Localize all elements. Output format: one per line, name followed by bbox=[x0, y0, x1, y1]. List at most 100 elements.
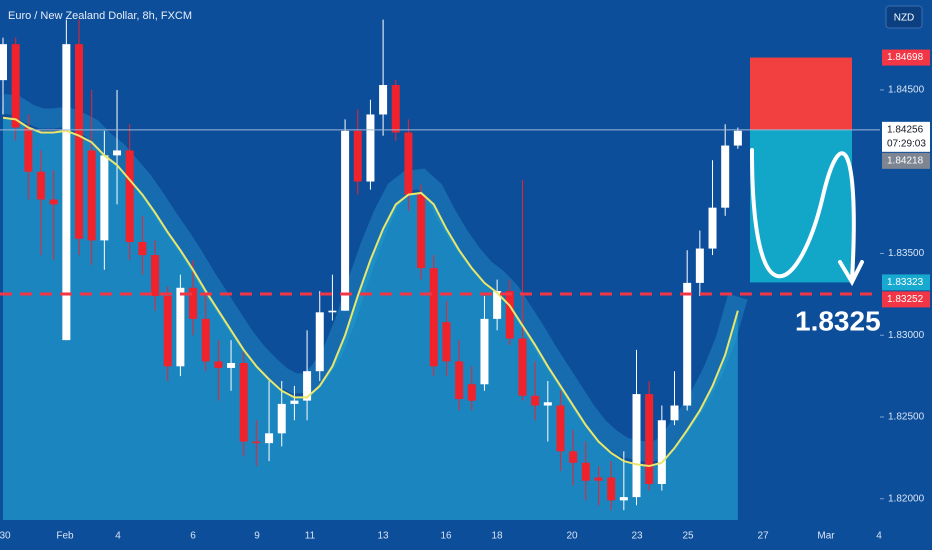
chart-title: Euro / New Zealand Dollar, 8h, FXCM bbox=[8, 10, 192, 22]
candle-body bbox=[163, 295, 172, 367]
candle-body bbox=[721, 145, 730, 208]
x-tick-label: 11 bbox=[305, 531, 316, 542]
candle-body bbox=[113, 150, 122, 156]
stop-box bbox=[750, 57, 852, 130]
candle-body bbox=[442, 322, 451, 362]
ma-area bbox=[3, 117, 738, 521]
y-tick-label: 1.84500 bbox=[888, 85, 925, 96]
candle-body bbox=[632, 394, 641, 498]
candle-body bbox=[341, 130, 350, 311]
y-tick-label: 1.83000 bbox=[888, 330, 925, 341]
candle-body bbox=[708, 207, 717, 249]
candle-body bbox=[569, 451, 578, 463]
candle-body bbox=[201, 318, 210, 362]
price-label-box bbox=[882, 291, 930, 308]
candle-body bbox=[467, 384, 476, 401]
candle-body bbox=[62, 44, 71, 341]
annotation: 1.8325 bbox=[795, 305, 881, 336]
x-tick-label: 23 bbox=[631, 531, 643, 542]
candle-body bbox=[619, 497, 628, 501]
price-label: 1.83323 bbox=[887, 277, 924, 288]
candle-body bbox=[49, 199, 58, 205]
candle-body bbox=[125, 150, 134, 243]
x-tick-label: 6 bbox=[190, 531, 196, 542]
candle-body bbox=[455, 361, 464, 399]
price-label-box bbox=[882, 152, 930, 169]
y-tick-label: 1.82500 bbox=[888, 412, 925, 423]
y-tick-label: 1.82000 bbox=[888, 493, 925, 504]
x-tick-label: Feb bbox=[56, 531, 74, 542]
arrow bbox=[750, 148, 864, 287]
candle-body bbox=[379, 85, 388, 115]
x-tick-label: 30 bbox=[0, 531, 11, 542]
price-label: 1.83252 bbox=[887, 294, 924, 305]
candle-body bbox=[366, 114, 375, 182]
candle-body bbox=[151, 255, 160, 296]
candle-body bbox=[683, 282, 692, 406]
plot-area bbox=[0, 19, 880, 521]
currency-button[interactable] bbox=[885, 5, 923, 29]
candle-body bbox=[417, 194, 426, 269]
x-tick-label: 18 bbox=[491, 531, 503, 542]
candle-body bbox=[315, 312, 324, 372]
candle-body bbox=[404, 132, 413, 195]
candle-body bbox=[176, 287, 185, 367]
candle-body bbox=[670, 405, 679, 421]
y-tick-label: 1.83500 bbox=[888, 248, 925, 259]
price-label: 1.84698 bbox=[887, 52, 924, 63]
price-label: 1.84256 bbox=[887, 124, 924, 135]
candle-body bbox=[11, 44, 20, 128]
candle-body bbox=[429, 268, 438, 367]
price-label-box bbox=[882, 274, 930, 291]
candle-body bbox=[543, 402, 552, 406]
x-tick-label: 4 bbox=[876, 531, 882, 542]
candle-body bbox=[733, 130, 742, 146]
candle-body bbox=[37, 171, 46, 200]
candle-body bbox=[480, 318, 489, 385]
x-tick-label: 25 bbox=[682, 531, 694, 542]
candle-body bbox=[239, 363, 248, 442]
price-label-box bbox=[882, 121, 930, 152]
candle-body bbox=[277, 403, 286, 434]
candle-body bbox=[518, 338, 527, 396]
candle-body bbox=[24, 127, 33, 172]
candle-body bbox=[87, 150, 96, 241]
x-tick-label: 9 bbox=[254, 531, 260, 542]
x-tick-label: 27 bbox=[757, 531, 769, 542]
candle-body bbox=[695, 248, 704, 283]
candle-body bbox=[645, 394, 654, 485]
candle-body bbox=[531, 395, 540, 406]
candle-body bbox=[493, 291, 502, 319]
candle-body bbox=[581, 462, 590, 481]
candle-body bbox=[303, 371, 312, 401]
candle-body bbox=[657, 420, 666, 485]
price-label: 1.84218 bbox=[887, 155, 924, 166]
candle-body bbox=[252, 441, 261, 444]
candle-body bbox=[265, 433, 274, 444]
candle-body bbox=[214, 361, 223, 368]
candle-body bbox=[138, 242, 147, 256]
currency-label[interactable]: NZD bbox=[894, 13, 915, 24]
candle-body bbox=[75, 44, 84, 239]
x-tick-label: 4 bbox=[115, 531, 121, 542]
ma-band bbox=[1, 93, 748, 463]
candle-body bbox=[505, 291, 514, 339]
candle-body bbox=[100, 155, 109, 241]
ma-line bbox=[2, 116, 739, 468]
price-label-box bbox=[882, 49, 930, 66]
x-tick-label: 13 bbox=[377, 531, 389, 542]
candle-body bbox=[607, 477, 616, 501]
candle-body bbox=[189, 287, 198, 319]
candle-body bbox=[594, 477, 603, 481]
candle-body bbox=[227, 363, 236, 368]
candle-body bbox=[353, 130, 362, 182]
countdown: 07:29:03 bbox=[887, 138, 926, 149]
candle-body bbox=[328, 310, 337, 313]
x-tick-label: Mar bbox=[817, 531, 835, 542]
candle-body bbox=[290, 400, 299, 404]
candle-body bbox=[391, 85, 400, 133]
x-tick-label: 16 bbox=[440, 531, 452, 542]
candle-body bbox=[556, 405, 565, 452]
